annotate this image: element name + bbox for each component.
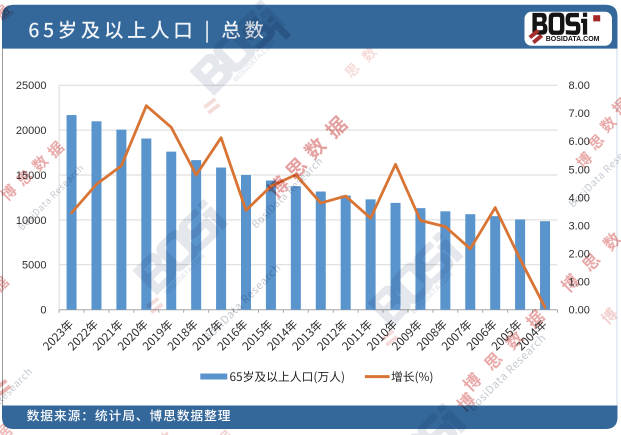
svg-text:BOSIDATA.COM: BOSIDATA.COM — [546, 36, 600, 43]
svg-text:3.00: 3.00 — [569, 220, 590, 232]
svg-text:20000: 20000 — [16, 125, 47, 137]
svg-text:25000: 25000 — [16, 80, 47, 92]
svg-text:7.00: 7.00 — [569, 108, 590, 120]
svg-text:0: 0 — [40, 305, 46, 317]
svg-text:0.00: 0.00 — [569, 305, 590, 317]
svg-text:8.00: 8.00 — [569, 80, 590, 92]
svg-text:5.00: 5.00 — [569, 164, 590, 176]
svg-text:5000: 5000 — [22, 260, 46, 272]
svg-text:2.00: 2.00 — [569, 249, 590, 261]
svg-text:6.00: 6.00 — [569, 136, 590, 148]
svg-text:4.00: 4.00 — [569, 192, 590, 204]
